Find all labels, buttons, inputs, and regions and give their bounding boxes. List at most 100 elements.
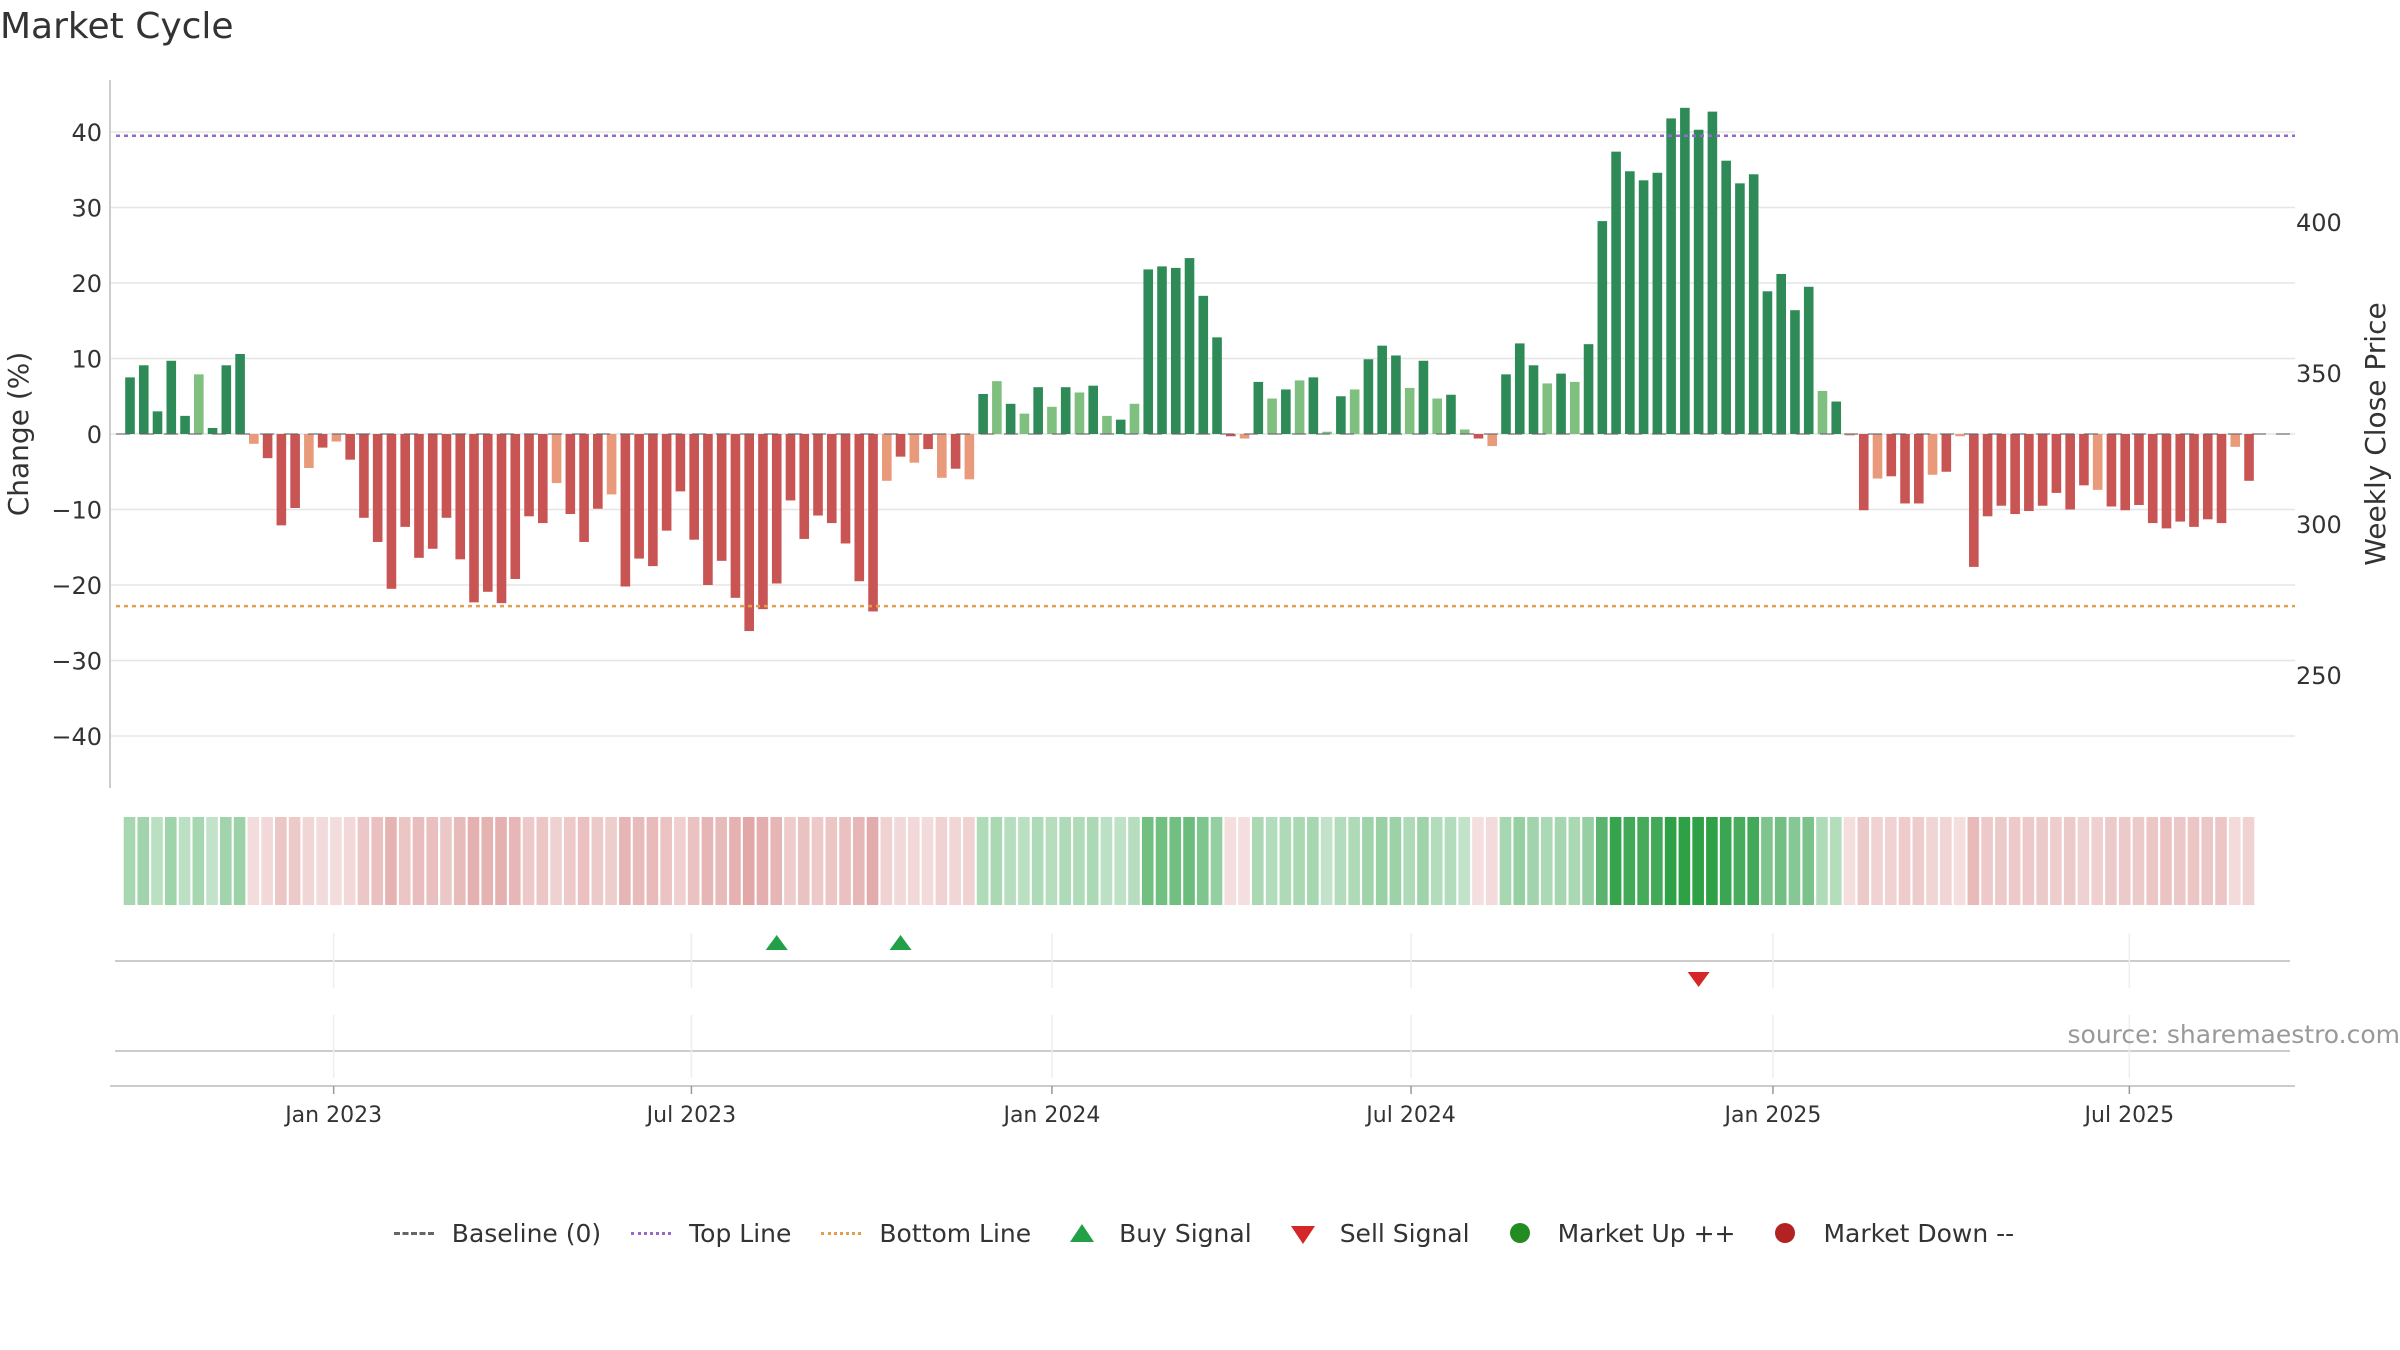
- bar: [1666, 118, 1676, 434]
- y2-tick-label: 400: [2296, 209, 2342, 237]
- legend-baseline[interactable]: Baseline (0): [386, 1218, 601, 1248]
- strip-cell: [261, 817, 273, 905]
- x-tick-label: Jul 2025: [2083, 1103, 2175, 1128]
- bar: [1115, 419, 1126, 434]
- legend-sell-signal[interactable]: Sell Signal: [1274, 1218, 1470, 1248]
- strip-cell: [1389, 817, 1402, 905]
- strip-cell: [1774, 817, 1787, 905]
- y2-tick-label: 300: [2296, 511, 2342, 539]
- top-line-icon: [623, 1218, 679, 1248]
- legend-market-up[interactable]: Market Up ++: [1492, 1218, 1735, 1248]
- strip-cell: [1018, 817, 1030, 905]
- strip-cell: [2132, 817, 2145, 905]
- bar: [565, 434, 576, 515]
- baseline-dash-icon: [386, 1218, 442, 1248]
- red-circle-icon: [1757, 1218, 1813, 1248]
- strip-cell: [1527, 817, 1539, 905]
- bar: [1074, 392, 1085, 434]
- bar: [744, 434, 754, 632]
- y-tick-label: 10: [71, 346, 102, 374]
- strip-cell: [1912, 817, 1925, 905]
- strip-cell: [839, 817, 851, 905]
- legend-buy-signal[interactable]: Buy Signal: [1053, 1218, 1252, 1248]
- bar: [2202, 434, 2213, 520]
- strip-cell: [1719, 817, 1732, 905]
- strip-cell: [522, 817, 535, 905]
- bar: [1858, 434, 1869, 511]
- y-tick-label: −20: [51, 572, 102, 600]
- bar: [304, 434, 314, 468]
- strip-cell: [1871, 817, 1883, 905]
- bar: [1143, 269, 1154, 434]
- bar: [606, 434, 617, 495]
- bar: [1693, 129, 1704, 435]
- strip-cell: [1981, 817, 1993, 905]
- strip-cell: [1472, 817, 1484, 905]
- bar: [538, 434, 548, 524]
- bar: [331, 434, 342, 442]
- strip-cell: [1458, 817, 1471, 905]
- strip-cell: [1637, 817, 1649, 905]
- bar: [1941, 434, 1952, 472]
- strip-cell: [1609, 817, 1622, 905]
- bar: [799, 434, 810, 539]
- bar: [1996, 434, 2007, 506]
- bar: [1294, 380, 1305, 434]
- bar: [1033, 387, 1043, 434]
- strip-cell: [220, 817, 232, 905]
- bar: [166, 360, 177, 434]
- strip-cell: [908, 817, 920, 905]
- bar: [840, 434, 851, 544]
- bar: [138, 365, 149, 434]
- strip-cell: [2215, 817, 2227, 905]
- signals-panel: [115, 933, 2290, 1078]
- strip-cell: [2160, 817, 2172, 905]
- bar: [1060, 387, 1071, 434]
- strip-cell: [206, 817, 218, 905]
- bar: [551, 434, 562, 484]
- strip-cell: [1114, 817, 1127, 905]
- bar: [689, 434, 699, 540]
- bar: [2147, 434, 2158, 524]
- strip-cell: [770, 817, 783, 905]
- legend-market-down[interactable]: Market Down --: [1757, 1218, 2014, 1248]
- strip-cell: [1169, 817, 1182, 905]
- strip-cell: [990, 817, 1003, 905]
- strip-cell: [674, 817, 686, 905]
- bar: [813, 434, 823, 516]
- strip-cell: [1086, 817, 1099, 905]
- strip-cell: [2173, 817, 2186, 905]
- strip-cell: [646, 817, 659, 905]
- strip-cell: [1252, 817, 1264, 905]
- bar: [1019, 413, 1030, 434]
- bar: [620, 434, 631, 587]
- strip-cell: [343, 817, 356, 905]
- strip-cell: [398, 817, 411, 905]
- bar: [950, 434, 961, 469]
- y-tick-label: −10: [51, 497, 102, 525]
- bar: [2106, 434, 2117, 507]
- strip-cell: [1004, 817, 1016, 905]
- strip-cell: [1926, 817, 1938, 905]
- strip-cell: [164, 817, 177, 905]
- bar: [1790, 310, 1800, 434]
- bar: [510, 434, 521, 579]
- bar: [125, 377, 135, 434]
- bar: [1418, 360, 1429, 434]
- y2-axis-title: Weekly Close Price: [2359, 302, 2392, 565]
- y-tick-label: 20: [71, 270, 102, 298]
- strip-cell: [1967, 817, 1980, 905]
- strip-cell: [963, 817, 975, 905]
- bar: [1542, 383, 1553, 434]
- strip-cell: [302, 817, 315, 905]
- strip-cell: [1540, 817, 1553, 905]
- bar: [1817, 390, 1828, 434]
- bar: [978, 393, 988, 434]
- legend-bottom-line[interactable]: Bottom Line: [813, 1218, 1031, 1248]
- legend-top-line[interactable]: Top Line: [623, 1218, 791, 1248]
- bar: [1514, 343, 1525, 434]
- bar: [2189, 434, 2199, 527]
- strip-cell: [2187, 817, 2200, 905]
- bar: [771, 434, 782, 584]
